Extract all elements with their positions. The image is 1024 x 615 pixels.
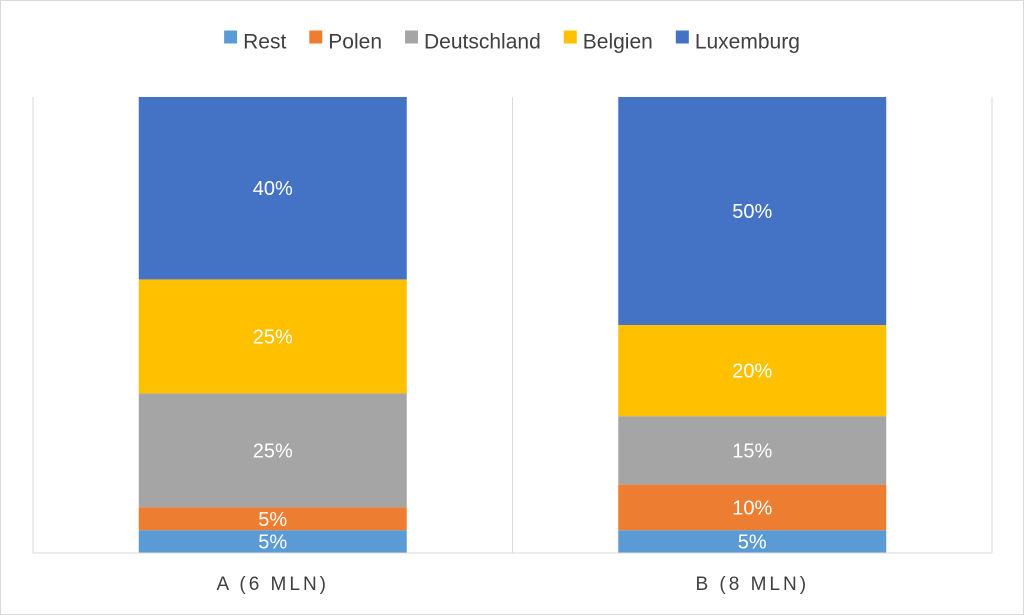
data-label: 5%: [738, 532, 767, 554]
legend-swatch: [563, 30, 577, 44]
bar-segment-rest: [138, 530, 407, 553]
legend-label: Rest: [243, 31, 286, 54]
data-label: 15%: [732, 440, 772, 462]
data-label: 5%: [258, 509, 287, 531]
data-label: 10%: [732, 497, 772, 519]
bar-segment-belgien: [138, 279, 407, 394]
legend-swatch: [309, 30, 323, 44]
bar-segment-polen: [618, 484, 887, 531]
legend-item-luxemburg: Luxemburg: [675, 30, 800, 54]
bar-segment-rest: [618, 530, 887, 553]
bar-segment-deutschland: [138, 393, 407, 508]
data-label: 50%: [732, 201, 772, 223]
legend-swatch: [224, 30, 238, 44]
bar-segment-belgien: [618, 325, 887, 417]
legend-item-deutschland: Deutschland: [405, 30, 541, 54]
legend-swatch: [675, 30, 689, 44]
data-label: 25%: [253, 326, 293, 348]
legend: Rest Polen Deutschland Belgien Luxemburg: [224, 30, 800, 54]
legend-item-polen: Polen: [309, 30, 382, 54]
legend-label: Deutschland: [424, 31, 541, 54]
x-tick-label: A (6 MLN): [216, 574, 329, 595]
data-label: 20%: [732, 361, 772, 383]
legend-item-rest: Rest: [224, 30, 286, 54]
legend-item-belgien: Belgien: [563, 30, 653, 54]
bar-segment-luxemburg: [618, 97, 887, 325]
bar-segment-deutschland: [618, 416, 887, 485]
plot-area: 5%5%25%25%40%A (6 MLN)5%10%15%20%50%B (8…: [32, 97, 993, 595]
legend-swatch: [405, 30, 419, 44]
legend-label: Belgien: [583, 31, 653, 54]
x-tick-label: B (8 MLN): [695, 574, 809, 595]
data-label: 5%: [258, 532, 287, 554]
data-label: 25%: [253, 440, 293, 462]
bar-segment-polen: [138, 507, 407, 531]
legend-label: Luxemburg: [695, 31, 800, 54]
data-label: 40%: [253, 178, 293, 200]
bar-segment-luxemburg: [138, 97, 407, 280]
legend-label: Polen: [328, 31, 382, 54]
